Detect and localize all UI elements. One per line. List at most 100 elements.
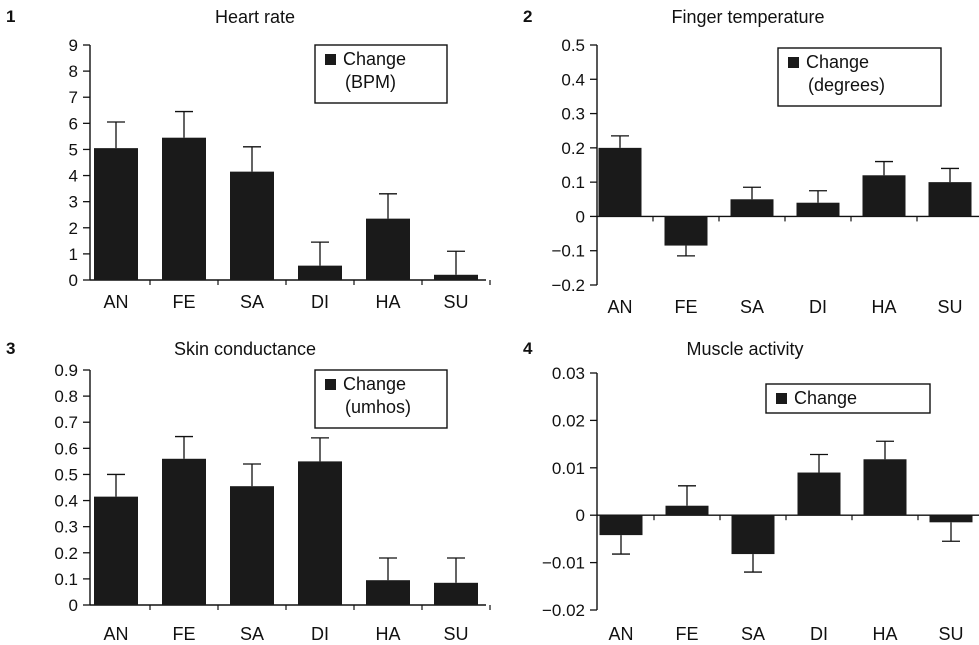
legend-text: (umhos) (345, 397, 411, 417)
x-tick-label-SU: SU (937, 297, 962, 317)
bar-SU (434, 582, 478, 605)
y-tick-label: 0.03 (552, 364, 585, 383)
x-tick-label-AN: AN (608, 624, 633, 644)
legend: Change (degrees) (777, 47, 942, 107)
y-tick-label: 0.4 (54, 492, 78, 511)
bar-AN (94, 496, 138, 605)
chart-panel-4: 4 Muscle activity −0.02 −0.01 0 0.01 0.02 0.03 A… (523, 339, 979, 644)
x-tick-label-AN: AN (103, 292, 128, 312)
legend-box (765, 383, 931, 414)
x-tick-label-HA: HA (871, 297, 896, 317)
x-tick-label-AN: AN (103, 624, 128, 644)
y-tick-label: 0.9 (54, 361, 78, 380)
bar-DI (298, 461, 342, 605)
x-tick-label-FE: FE (675, 624, 698, 644)
bar-DI (797, 472, 841, 516)
y-tick-label: 0.01 (552, 459, 585, 478)
legend-box (314, 369, 448, 429)
bar-HA (862, 175, 906, 217)
x-tick-label-SU: SU (443, 624, 468, 644)
x-tick-label-HA: HA (375, 292, 400, 312)
x-tick-label-HA: HA (375, 624, 400, 644)
bar-SA (731, 515, 775, 555)
x-tick-label-SA: SA (240, 292, 264, 312)
bar-HA (366, 218, 410, 280)
bar-SA (730, 199, 774, 217)
y-tick-label: 0.1 (54, 570, 78, 589)
y-tick-label: 9 (69, 36, 78, 55)
y-tick-label: −0.2 (551, 276, 585, 295)
panel-number: 2 (523, 7, 532, 26)
legend-swatch (325, 54, 336, 65)
x-tick-label-DI: DI (809, 297, 827, 317)
y-tick-label: 0.3 (561, 105, 585, 124)
x-tick-label-FE: FE (172, 624, 195, 644)
bar-SU (928, 182, 972, 217)
panel-title: Muscle activity (686, 339, 803, 359)
bar-DI (796, 202, 840, 217)
panel-number: 3 (6, 339, 15, 358)
bar-AN (598, 147, 642, 217)
legend-box (314, 44, 448, 104)
y-tick-label: 0.4 (561, 70, 585, 89)
y-tick-label: 0.5 (561, 36, 585, 55)
y-tick-label: 0.02 (552, 411, 585, 430)
bar-FE (162, 458, 206, 605)
legend-text: (BPM) (345, 72, 396, 92)
x-tick-label-SU: SU (938, 624, 963, 644)
y-tick-label: 0 (576, 506, 585, 525)
y-tick-label: −0.02 (542, 601, 585, 620)
bar-AN (94, 148, 138, 280)
y-tick-label: 0.2 (54, 544, 78, 563)
chart-panel-1: 1 Heart rate 0 1 2 3 4 5 6 7 8 9 AN FE SA DI HA SU Change (… (6, 7, 491, 312)
panel-number: 4 (523, 339, 533, 358)
y-tick-label: 3 (69, 193, 78, 212)
legend-text: Change (343, 374, 406, 394)
y-tick-label: 0.5 (54, 465, 78, 484)
y-tick-label: 4 (69, 167, 78, 186)
bar-DI (298, 265, 342, 280)
panel-number: 1 (6, 7, 15, 26)
y-tick-label: 0 (69, 596, 78, 615)
y-tick-label: 0.3 (54, 518, 78, 537)
legend-swatch (788, 57, 799, 68)
legend-swatch (776, 393, 787, 404)
y-tick-label: 0.2 (561, 139, 585, 158)
bar-HA (366, 580, 410, 605)
panel-title: Skin conductance (174, 339, 316, 359)
bar-HA (863, 459, 907, 516)
panel-title: Heart rate (215, 7, 295, 27)
bar-SU (434, 274, 478, 280)
y-tick-label: 0.1 (561, 173, 585, 192)
y-tick-label: 0.6 (54, 439, 78, 458)
x-tick-label-FE: FE (172, 292, 195, 312)
legend-text: Change (794, 388, 857, 408)
chart-panel-2: 2 Finger temperature −0.2 −0.1 0 0.1 0.2 0.3 0.4… (523, 7, 979, 317)
y-tick-label: −0.1 (551, 242, 585, 261)
legend-swatch (325, 379, 336, 390)
chart-panel-3: 3 Skin conductance 0 0.1 0.2 0.3 0.4 0.5 0.6 0.7 0… (6, 339, 491, 644)
x-tick-label-SA: SA (740, 297, 764, 317)
y-tick-label: 5 (69, 140, 78, 159)
bar-FE (664, 216, 708, 246)
bar-FE (665, 505, 709, 516)
panel-title: Finger temperature (671, 7, 824, 27)
x-tick-label-DI: DI (311, 292, 329, 312)
y-tick-label: 6 (69, 114, 78, 133)
legend-text: Change (806, 52, 869, 72)
x-tick-label-SA: SA (240, 624, 264, 644)
bar-SA (230, 486, 274, 605)
y-tick-label: 0.8 (54, 387, 78, 406)
y-tick-label: 8 (69, 62, 78, 81)
x-tick-label-SA: SA (741, 624, 765, 644)
legend-text: (degrees) (808, 75, 885, 95)
bar-SA (230, 171, 274, 280)
y-tick-label: −0.01 (542, 554, 585, 573)
y-tick-label: 7 (69, 88, 78, 107)
x-tick-label-HA: HA (872, 624, 897, 644)
y-tick-label: 1 (69, 245, 78, 264)
legend: Change (umhos) (314, 369, 448, 429)
bar-SU (929, 515, 973, 523)
legend-box (777, 47, 942, 107)
